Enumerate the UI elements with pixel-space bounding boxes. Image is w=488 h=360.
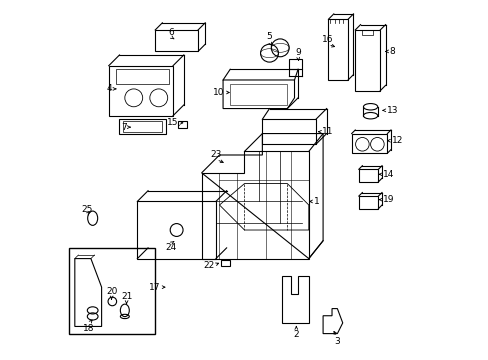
- Text: 5: 5: [266, 32, 272, 41]
- Text: 15: 15: [166, 118, 178, 127]
- Text: 3: 3: [334, 337, 340, 346]
- Text: 2: 2: [293, 330, 299, 339]
- Text: 16: 16: [321, 35, 333, 44]
- Text: 1: 1: [313, 197, 319, 206]
- Text: 14: 14: [382, 170, 394, 179]
- Text: 11: 11: [322, 127, 333, 136]
- Text: 7: 7: [121, 123, 126, 132]
- Text: 13: 13: [386, 106, 397, 115]
- Text: 6: 6: [168, 28, 174, 37]
- Text: 19: 19: [382, 195, 394, 204]
- Text: 23: 23: [210, 150, 221, 159]
- Text: 10: 10: [213, 88, 224, 97]
- Text: 25: 25: [81, 205, 93, 214]
- Text: 8: 8: [388, 47, 394, 56]
- Text: 18: 18: [83, 324, 95, 333]
- Text: 12: 12: [391, 136, 402, 145]
- Text: 17: 17: [149, 283, 160, 292]
- Text: 20: 20: [106, 287, 117, 296]
- Text: 22: 22: [203, 261, 214, 270]
- Bar: [69, 248, 155, 334]
- Text: 21: 21: [121, 292, 132, 301]
- Text: 24: 24: [165, 243, 177, 252]
- Text: 9: 9: [295, 48, 300, 57]
- Text: 4: 4: [106, 84, 112, 93]
